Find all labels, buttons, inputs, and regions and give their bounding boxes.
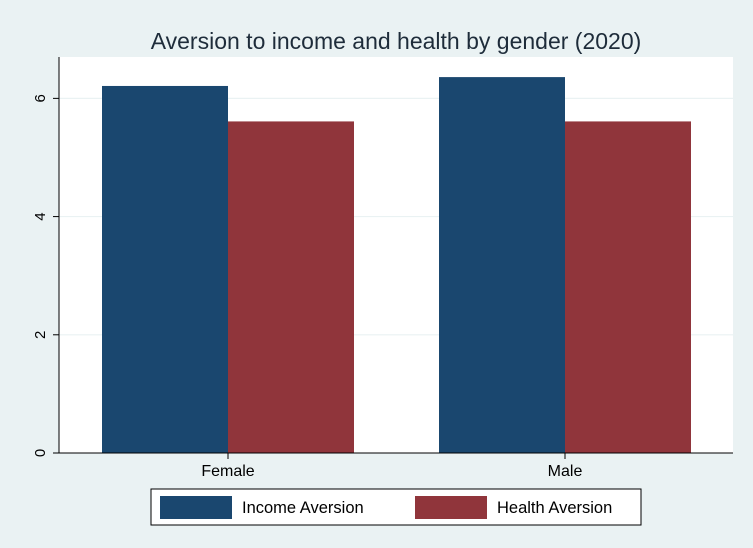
legend-label: Income Aversion (242, 499, 364, 517)
bar-income-aversion-male (439, 77, 565, 453)
legend-label: Health Aversion (497, 499, 612, 517)
x-category-label: Female (201, 463, 254, 480)
bar-health-aversion-male (565, 121, 691, 453)
legend-swatch-income-aversion (160, 496, 232, 519)
y-tick-label: 0 (32, 449, 49, 457)
x-category-label: Male (548, 463, 583, 480)
x-axis-labels: Female Male (201, 453, 582, 480)
bar-health-aversion-female (228, 121, 354, 453)
chart-title: Aversion to income and health by gender … (151, 28, 642, 54)
y-tick-label: 4 (32, 212, 49, 220)
legend: Income Aversion Health Aversion (150, 488, 642, 526)
y-tick-label: 2 (32, 331, 49, 339)
y-tick-label: 6 (32, 94, 49, 102)
legend-box (150, 488, 642, 526)
legend-swatch-health-aversion (415, 496, 487, 519)
bars (102, 77, 691, 454)
y-axis-ticks: 0 2 4 6 (32, 94, 59, 457)
bar-income-aversion-female (102, 85, 228, 454)
